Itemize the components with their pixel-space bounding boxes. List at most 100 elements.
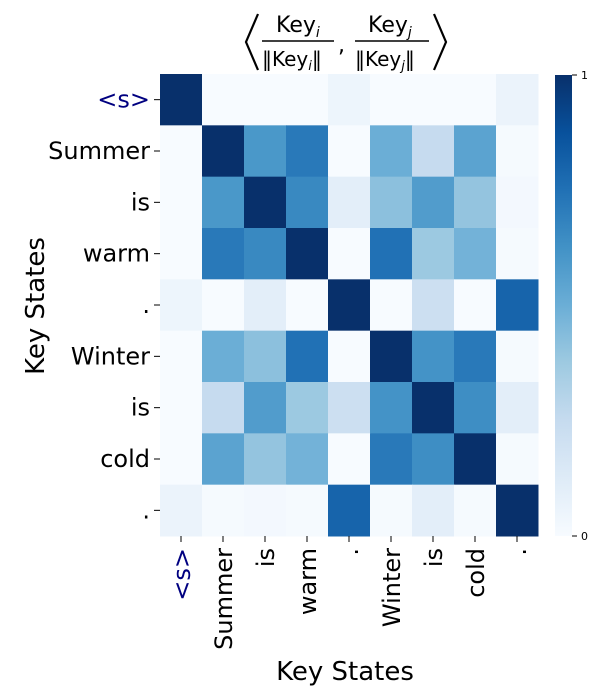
heatmap-cell — [328, 433, 371, 486]
title-num-j: Keyj — [368, 13, 412, 41]
x-tick-label: . — [336, 548, 364, 556]
title-right-angle — [432, 13, 448, 71]
heatmap-cell — [286, 228, 329, 280]
title-comma: , — [338, 33, 345, 58]
x-tick-label: <s> — [168, 548, 196, 601]
heatmap-cell — [496, 74, 539, 126]
y-tick-label: . — [142, 496, 150, 524]
heatmap-cell — [454, 176, 497, 229]
heatmap-cell — [496, 125, 539, 178]
heatmap-cell — [202, 433, 245, 486]
x-tick-label: warm — [294, 548, 322, 615]
y-tick-label: Summer — [48, 137, 150, 165]
heatmap-cell — [454, 382, 497, 434]
heatmap-cell — [244, 279, 287, 332]
heatmap-cell — [202, 330, 245, 383]
x-tick-label: is — [252, 548, 280, 567]
heatmap-cell — [328, 176, 371, 229]
heatmap-cell — [454, 279, 497, 332]
heatmap-cell — [160, 484, 203, 537]
x-tick-label: Winter — [378, 548, 406, 627]
heatmap-cells — [160, 74, 539, 537]
title-left-angle — [244, 13, 260, 71]
y-axis-ticks: <s> Summer is warm. Winter is cold. — [48, 86, 160, 524]
heatmap-cell — [370, 74, 413, 126]
heatmap-cell — [496, 484, 539, 537]
heatmap-cell — [244, 433, 287, 486]
heatmap-cell — [412, 382, 455, 434]
heatmap-cell — [412, 176, 455, 229]
heatmap-cell — [160, 433, 203, 486]
heatmap-cell — [454, 330, 497, 383]
heatmap-cell — [496, 330, 539, 383]
heatmap-cell — [286, 74, 329, 126]
y-axis-label: Key States — [21, 237, 51, 375]
heatmap-cell — [370, 330, 413, 383]
heatmap-cell — [244, 484, 287, 537]
heatmap-cell — [160, 125, 203, 178]
heatmap-cell — [286, 330, 329, 383]
heatmap-cell — [412, 279, 455, 332]
heatmap-cell — [160, 279, 203, 332]
colorbar-tick-label: 0 — [581, 530, 588, 543]
heatmap-cell — [370, 176, 413, 229]
heatmap-cell — [202, 382, 245, 434]
heatmap-cell — [412, 228, 455, 280]
heatmap-cell — [244, 330, 287, 383]
x-tick-label: is — [420, 548, 448, 567]
heatmap-cell — [202, 484, 245, 537]
heatmap-cell — [286, 125, 329, 178]
heatmap-cell — [412, 433, 455, 486]
heatmap-cell — [328, 279, 371, 332]
heatmap-cell — [160, 74, 203, 126]
y-tick-label: Winter — [71, 342, 150, 370]
heatmap-cell — [286, 279, 329, 332]
title-den-j: ‖Keyj‖ — [355, 47, 415, 74]
heatmap-cell — [412, 74, 455, 126]
heatmap-cell — [202, 228, 245, 280]
heatmap-cell — [412, 125, 455, 178]
heatmap-cell — [496, 228, 539, 280]
title-den-i: ‖Keyi‖ — [262, 47, 322, 74]
heatmap-cell — [370, 228, 413, 280]
heatmap-cell — [412, 484, 455, 537]
heatmap-cell — [370, 279, 413, 332]
heatmap-cell — [244, 74, 287, 126]
heatmap-cell — [328, 228, 371, 280]
heatmap-cell — [454, 433, 497, 486]
heatmap-cell — [496, 279, 539, 332]
y-tick-label: is — [131, 188, 150, 216]
heatmap-cell — [202, 176, 245, 229]
title-num-i: Keyi — [276, 13, 320, 41]
heatmap-cell — [286, 433, 329, 486]
heatmap-cell — [244, 176, 287, 229]
x-axis-label: Key States — [276, 657, 414, 687]
heatmap-cell — [412, 330, 455, 383]
heatmap-cell — [286, 382, 329, 434]
y-tick-label: is — [131, 394, 150, 422]
y-tick-label: <s> — [97, 86, 150, 114]
heatmap-cell — [496, 382, 539, 434]
heatmap-cell — [244, 228, 287, 280]
y-tick-label: . — [142, 291, 150, 319]
heatmap-cell — [244, 125, 287, 178]
heatmap-cell — [160, 382, 203, 434]
heatmap-cell — [202, 125, 245, 178]
heatmap-cell — [496, 433, 539, 486]
heatmap-cell — [202, 279, 245, 332]
x-tick-label: Summer — [210, 548, 238, 650]
x-tick-label: cold — [462, 548, 490, 598]
heatmap-cell — [328, 382, 371, 434]
heatmap-cell — [454, 125, 497, 178]
heatmap-cell — [244, 382, 287, 434]
colorbar-tick-label: 1 — [581, 69, 588, 82]
heatmap-cell — [286, 484, 329, 537]
heatmap-cell — [202, 74, 245, 126]
heatmap-cell — [370, 433, 413, 486]
x-axis-ticks: <s> Summer is warm. Winter is cold. — [168, 536, 532, 650]
heatmap-cell — [286, 176, 329, 229]
y-tick-label: warm — [83, 240, 150, 268]
x-tick-label: . — [504, 548, 532, 556]
heatmap-cell — [370, 484, 413, 537]
